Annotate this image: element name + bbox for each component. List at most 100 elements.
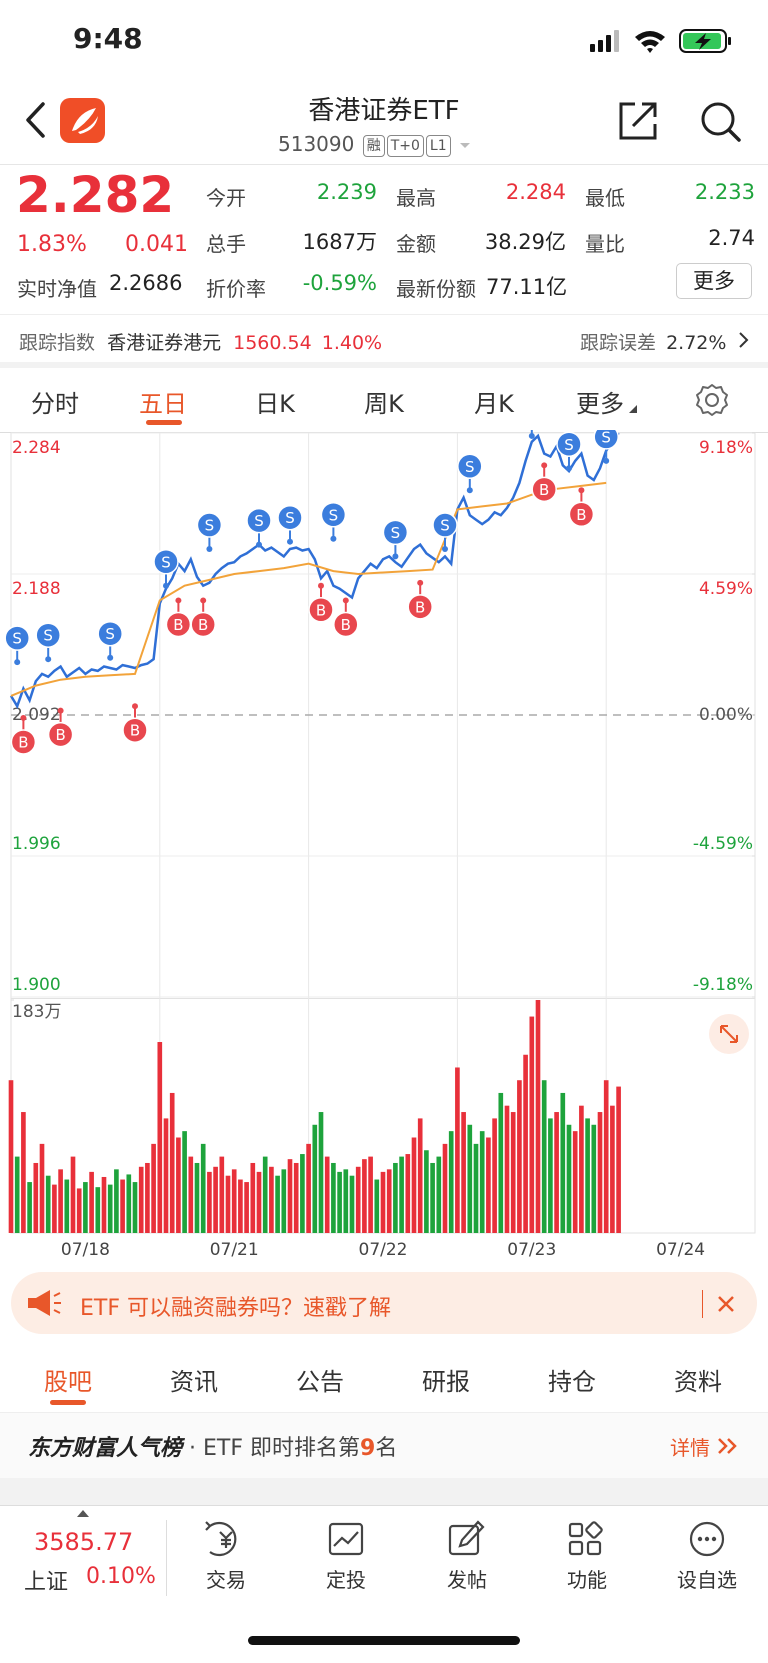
index-name[interactable]: 上证 bbox=[24, 1570, 69, 1595]
marker-point bbox=[603, 457, 610, 464]
tag: 融 bbox=[362, 134, 385, 157]
y2-tick-label: 0.00% bbox=[699, 705, 753, 725]
marker-badge bbox=[432, 512, 458, 538]
expand-arrows bbox=[720, 1025, 738, 1043]
banner-text[interactable]: ETF 可以融资融券吗？速戳了解 bbox=[80, 1296, 391, 1321]
settings-icon[interactable] bbox=[694, 382, 730, 418]
chart-tab[interactable]: 更多 bbox=[576, 390, 624, 418]
volume-bar bbox=[182, 1131, 187, 1233]
volume-bar bbox=[132, 1182, 138, 1233]
marker-badge bbox=[277, 504, 303, 531]
marker-label: B bbox=[341, 616, 351, 634]
tracking-value: 1560.54 bbox=[233, 332, 312, 354]
trade-marker: B bbox=[333, 597, 359, 638]
volume-bar bbox=[616, 1086, 621, 1233]
volume-bar bbox=[343, 1169, 349, 1233]
y-tick-label: 2.284 bbox=[12, 438, 61, 458]
chart-tab[interactable]: 五日 bbox=[139, 390, 187, 418]
header-code: 513090 融 T+0 L1 bbox=[278, 132, 473, 157]
tracking-error[interactable]: 跟踪误差 2.72% bbox=[580, 328, 726, 355]
header-left-icons[interactable] bbox=[20, 98, 120, 148]
index-pct[interactable]: 0.10% bbox=[86, 1564, 156, 1589]
marker-badge bbox=[10, 729, 37, 755]
marker-label: B bbox=[18, 733, 28, 751]
close-icon[interactable] bbox=[716, 1294, 736, 1314]
ranking-row[interactable] bbox=[0, 1413, 768, 1478]
chart-tab[interactable]: 月K bbox=[474, 390, 514, 418]
marker-badge bbox=[153, 549, 179, 575]
ranking-detail[interactable]: 详情 bbox=[670, 1436, 710, 1460]
section-gap bbox=[0, 362, 768, 368]
volume-bar bbox=[603, 1080, 609, 1233]
volume-bar bbox=[548, 1118, 553, 1233]
marker-label: S bbox=[329, 506, 339, 524]
field-label: 最低 bbox=[585, 186, 625, 210]
volume-bar bbox=[126, 1174, 132, 1233]
chevron-icon bbox=[739, 332, 749, 348]
marker-point bbox=[417, 579, 424, 586]
content-tab[interactable]: 股吧 bbox=[44, 1368, 92, 1396]
volume-bar bbox=[424, 1150, 429, 1233]
marker-point bbox=[392, 553, 399, 560]
index-value[interactable]: 3585.77 bbox=[34, 1528, 134, 1556]
expand-icon[interactable] bbox=[709, 1014, 749, 1054]
trade-marker: S bbox=[97, 620, 123, 661]
trade-marker: B bbox=[165, 597, 192, 638]
bottom-nav-item[interactable]: 功能 bbox=[567, 1568, 607, 1592]
field-value: 2.239 bbox=[316, 180, 377, 204]
volume-bar bbox=[610, 1105, 615, 1233]
volume-bar bbox=[138, 1166, 144, 1233]
chart-tab[interactable]: 日K bbox=[255, 390, 295, 418]
chart-tab[interactable]: 分时 bbox=[31, 390, 79, 418]
volume-bar bbox=[560, 1092, 566, 1233]
price-line bbox=[9, 432, 620, 710]
content-tab[interactable]: 资讯 bbox=[170, 1368, 218, 1396]
divider bbox=[0, 314, 768, 315]
marker-badge bbox=[122, 717, 148, 743]
bottom-nav-item[interactable]: 定投 bbox=[326, 1568, 366, 1592]
trade-marker: S bbox=[457, 453, 483, 494]
bottom-nav-item[interactable]: 发帖 bbox=[447, 1568, 487, 1592]
header-right-icons[interactable] bbox=[615, 98, 755, 148]
marker-label: S bbox=[564, 436, 574, 454]
tracking-row[interactable]: 跟踪指数 香港证券港元 1560.54 1.40% bbox=[19, 328, 382, 355]
marker-badge bbox=[382, 519, 409, 546]
marker-badge bbox=[407, 594, 433, 620]
more-button[interactable]: 更多 bbox=[676, 263, 752, 299]
marker-badge bbox=[320, 502, 347, 528]
status-icons bbox=[590, 29, 731, 53]
status-time: 9:48 bbox=[73, 22, 143, 55]
bottom-nav-item[interactable]: 设自选 bbox=[677, 1568, 737, 1592]
marker-badge bbox=[190, 611, 216, 638]
volume-bar bbox=[27, 1182, 32, 1233]
marker-badge bbox=[35, 622, 61, 648]
content-tab[interactable]: 持仓 bbox=[548, 1368, 596, 1396]
chart-tab[interactable]: 周K bbox=[364, 390, 404, 418]
marker-point bbox=[20, 714, 27, 721]
volume-bar bbox=[176, 1137, 181, 1233]
bottom-nav-item[interactable]: 交易 bbox=[206, 1568, 246, 1592]
marker-label: B bbox=[316, 601, 326, 619]
marker-badge bbox=[196, 512, 223, 538]
content-tab[interactable]: 研报 bbox=[422, 1368, 470, 1396]
dropdown-icon[interactable] bbox=[457, 139, 473, 151]
marker-badge bbox=[333, 611, 359, 638]
tab-underline bbox=[50, 1400, 86, 1405]
field-label: 折价率 bbox=[206, 277, 266, 301]
field-value: 77.11亿 bbox=[486, 275, 568, 299]
volume-bar bbox=[231, 1169, 237, 1233]
volume-bar bbox=[275, 1175, 280, 1233]
banner[interactable] bbox=[11, 1272, 757, 1334]
volume-bar bbox=[331, 1162, 336, 1233]
tracking-error-label: 跟踪误差 bbox=[580, 332, 657, 354]
content-tab[interactable]: 公告 bbox=[296, 1368, 344, 1396]
field-value: 2.284 bbox=[505, 180, 566, 204]
x-tick-label: 07/22 bbox=[359, 1240, 408, 1260]
volume-bar bbox=[33, 1162, 39, 1233]
plot-frame bbox=[10, 432, 756, 1234]
marker-badge bbox=[457, 453, 483, 480]
up-icon bbox=[77, 1510, 89, 1517]
content-tab[interactable]: 资料 bbox=[674, 1368, 722, 1396]
volume-bar bbox=[262, 1156, 268, 1233]
